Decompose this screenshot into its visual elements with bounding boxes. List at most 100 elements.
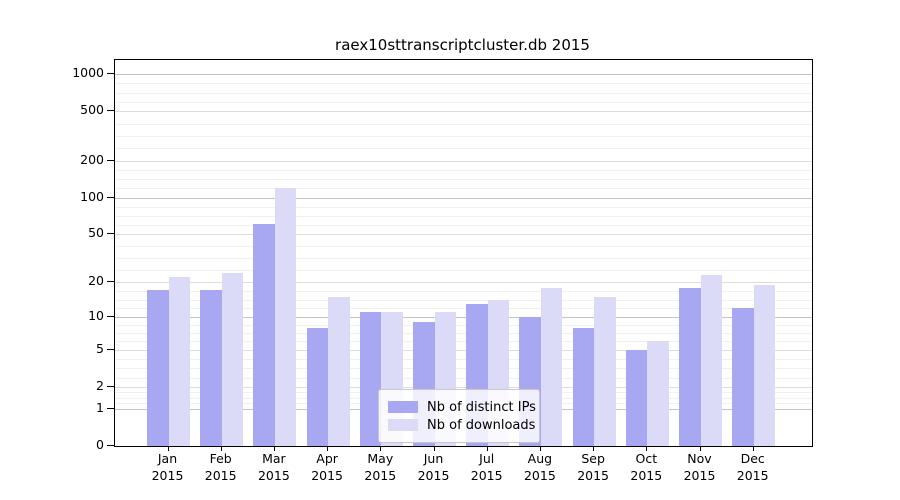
legend-label-distinct-ips: Nb of distinct IPs xyxy=(427,399,536,415)
y-tick-mark xyxy=(107,348,114,350)
bar-distinct-ips-oct xyxy=(625,349,648,446)
legend-label-downloads: Nb of downloads xyxy=(427,417,536,433)
year-label: 2015 xyxy=(417,468,450,483)
gridline-minor xyxy=(115,148,812,150)
bar-distinct-ips-sep xyxy=(572,327,595,446)
gridline-100 xyxy=(115,197,812,199)
gridline-1000 xyxy=(115,74,812,76)
x-tick-mark xyxy=(167,446,169,451)
year-label: 2015 xyxy=(364,468,397,483)
x-tick-mark xyxy=(699,446,701,451)
gridline-minor xyxy=(115,299,812,301)
gridline-minor xyxy=(115,270,812,272)
gridline-50 xyxy=(115,234,812,236)
month-label: Apr xyxy=(316,451,338,466)
x-tick-label-oct: Oct 2015 xyxy=(619,450,673,484)
x-tick-mark xyxy=(486,446,488,451)
y-tick-label-5: 5 xyxy=(96,340,104,356)
year-label: 2015 xyxy=(683,468,716,483)
month-label: Mar xyxy=(262,451,286,466)
x-tick-mark xyxy=(220,446,222,451)
gridline-minor xyxy=(115,169,812,171)
chart-title: raex10sttranscriptcluster.db 2015 xyxy=(335,36,590,54)
x-tick-mark xyxy=(433,446,435,451)
x-tick-label-may: May 2015 xyxy=(353,450,407,484)
month-label: Aug xyxy=(527,451,553,466)
gridline-minor xyxy=(115,325,812,327)
y-tick-mark xyxy=(107,73,114,75)
y-tick-mark xyxy=(107,315,114,317)
y-tick-mark xyxy=(107,196,114,198)
y-tick-mark xyxy=(107,445,114,446)
legend-item-downloads: Nb of downloads xyxy=(388,417,535,433)
y-tick-mark xyxy=(107,159,114,161)
gridline-minor xyxy=(115,83,812,85)
y-tick-mark xyxy=(107,281,114,283)
bar-downloads-nov xyxy=(700,274,722,446)
x-tick-label-jun: Jun 2015 xyxy=(407,450,461,484)
month-label: Jun xyxy=(423,451,444,466)
gridline-minor xyxy=(115,308,812,310)
gridline-minor xyxy=(115,216,812,217)
gridline-minor xyxy=(115,290,812,292)
year-label: 2015 xyxy=(151,468,184,483)
month-label: Nov xyxy=(687,451,712,466)
year-label: 2015 xyxy=(470,468,503,483)
bar-downloads-dec xyxy=(753,284,776,446)
bar-distinct-ips-feb xyxy=(200,290,222,446)
y-tick-label-2: 2 xyxy=(96,377,104,393)
gridline-minor xyxy=(115,225,812,227)
bar-distinct-ips-nov xyxy=(679,287,701,446)
legend-swatch-distinct-ips xyxy=(388,401,418,413)
y-tick-label-20: 20 xyxy=(88,273,104,289)
x-tick-label-aug: Aug 2015 xyxy=(513,450,567,484)
x-tick-mark xyxy=(593,446,595,451)
gridline-minor xyxy=(115,341,812,343)
gridline-minor xyxy=(115,377,812,379)
y-tick-label-50: 50 xyxy=(88,225,104,241)
x-tick-label-feb: Feb 2015 xyxy=(194,450,248,484)
gridline-minor xyxy=(115,92,812,94)
bar-distinct-ips-dec xyxy=(732,307,754,446)
y-tick-label-1: 1 xyxy=(96,399,104,415)
x-tick-label-jan: Jan 2015 xyxy=(141,450,195,484)
x-tick-label-apr: Apr 2015 xyxy=(300,450,354,484)
x-tick-label-sep: Sep 2015 xyxy=(566,450,620,484)
y-tick-mark xyxy=(107,407,114,409)
gridline-minor xyxy=(115,102,812,104)
legend: Nb of distinct IPs Nb of downloads xyxy=(378,389,540,443)
month-label: May xyxy=(367,451,394,466)
month-label: Dec xyxy=(740,451,765,466)
x-tick-label-nov: Nov 2015 xyxy=(673,450,727,484)
month-label: Sep xyxy=(581,451,605,466)
bar-distinct-ips-mar xyxy=(253,223,275,446)
bar-distinct-ips-may xyxy=(359,312,382,446)
year-label: 2015 xyxy=(736,468,769,483)
x-tick-mark xyxy=(752,446,754,451)
year-label: 2015 xyxy=(204,468,237,483)
bar-downloads-mar xyxy=(274,187,297,446)
y-tick-label-10: 10 xyxy=(88,307,104,323)
year-label: 2015 xyxy=(523,468,556,483)
legend-swatch-downloads xyxy=(388,419,418,431)
gridline-minor xyxy=(115,206,812,208)
x-tick-mark xyxy=(539,446,541,451)
bar-distinct-ips-apr xyxy=(306,327,329,446)
year-label: 2015 xyxy=(630,468,663,483)
gridline-500 xyxy=(115,111,812,113)
x-tick-label-mar: Mar 2015 xyxy=(247,450,301,484)
y-tick-label-1000: 1000 xyxy=(72,65,104,81)
bar-downloads-apr xyxy=(328,296,350,446)
x-tick-mark xyxy=(327,446,329,451)
month-label: Oct xyxy=(635,451,658,466)
plot-area xyxy=(114,59,813,447)
bar-downloads-aug xyxy=(540,287,563,446)
x-tick-label-dec: Dec 2015 xyxy=(726,450,780,484)
gridline-minor xyxy=(115,358,812,360)
month-label: Feb xyxy=(209,451,232,466)
y-tick-label-200: 200 xyxy=(80,151,104,167)
bar-distinct-ips-jan xyxy=(147,290,169,446)
bar-downloads-jan xyxy=(168,277,190,446)
gridline-minor xyxy=(115,135,812,137)
